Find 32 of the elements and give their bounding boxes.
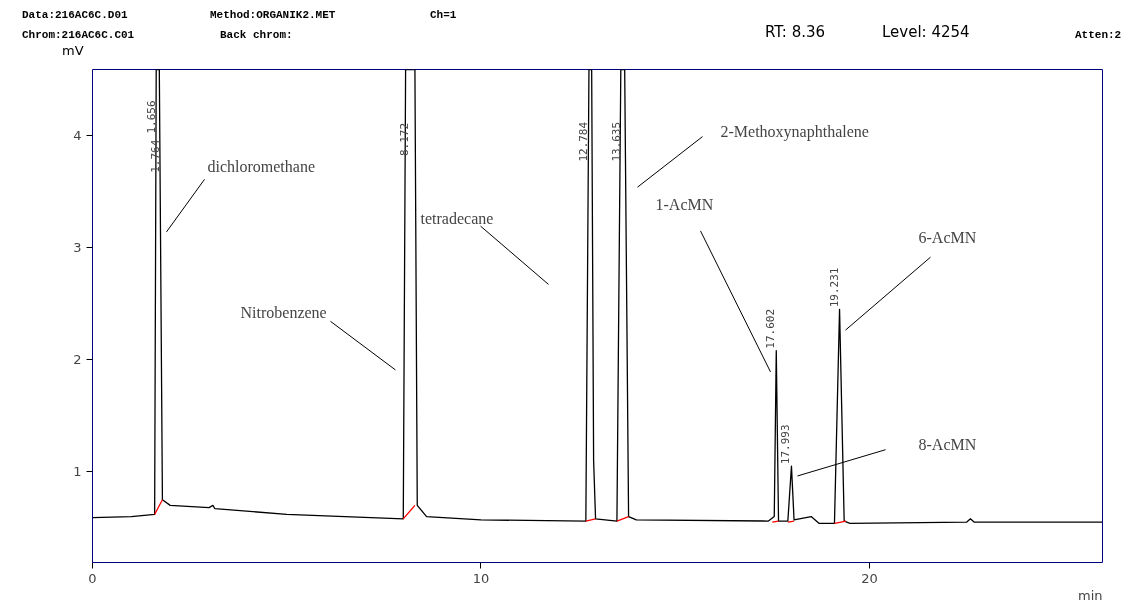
annotation: 6-AcMN (918, 228, 977, 246)
y-tick-label: 2 (73, 352, 82, 368)
text: Chrom:216AC6C.C01 (22, 28, 135, 43)
line-series (92, 69, 1103, 524)
x-tick-label: 10 (472, 570, 490, 586)
text: Level: 4254 (882, 22, 970, 43)
annotation: 19.231 (827, 267, 841, 308)
annotation: tetradecane (420, 210, 494, 228)
annotation: Nitrobenzene (240, 303, 327, 321)
y-tick-label: 3 (73, 240, 82, 256)
text: Data:216AC6C.D01 (22, 8, 128, 23)
x-tick-label: 20 (861, 570, 878, 586)
text: Ch=1 (430, 8, 457, 23)
annotation: 13.635 (610, 121, 624, 162)
annotation: 17.602 (764, 308, 778, 349)
annotation: 8-AcMN (918, 436, 977, 454)
text: Back chrom: (220, 28, 293, 43)
x-tick-label: 0 (88, 570, 97, 586)
annotation: 1.656 (144, 100, 158, 134)
y-tick-label: 4 (73, 128, 82, 144)
x-axis-title: min (1077, 587, 1103, 602)
text: Atten:2 (1075, 28, 1122, 43)
text: RT: 8.36 (765, 22, 826, 43)
annotation: 8.172 (397, 122, 411, 157)
annotation: 12.784 (577, 121, 591, 162)
y-axis-title: mV (62, 42, 84, 60)
y-tick-label: 1 (73, 464, 82, 480)
annotation: dichloromethane (207, 157, 316, 175)
annotation: 17.993 (779, 424, 793, 465)
annotation: 2-Methoxynaphthalene (720, 122, 869, 141)
text: Method:ORGANIK2.MET (210, 8, 336, 23)
annotation: 1-AcMN (655, 195, 714, 213)
